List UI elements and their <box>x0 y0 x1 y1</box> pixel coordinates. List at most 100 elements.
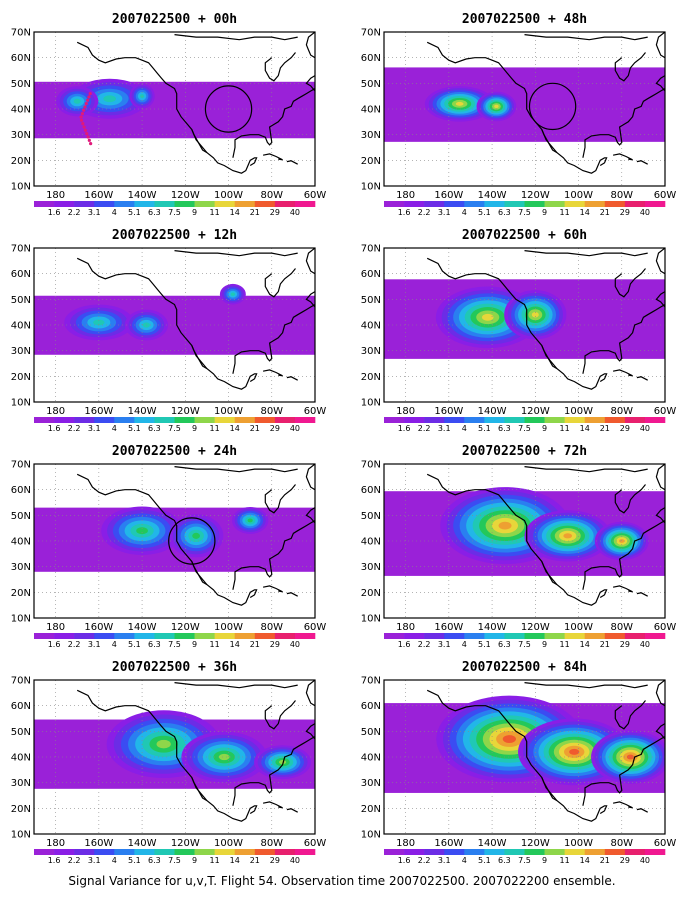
coastline <box>191 561 208 586</box>
map-panel: 2007022500 + 36h 10N 20N 30N 40N 50N 60N 70N 180… <box>11 660 327 865</box>
coastline <box>614 700 646 730</box>
colorbar-swatch <box>384 633 405 639</box>
map-panel: 2007022500 + 48h 10N 20N 30N 40N 50N 60N 70N 180… <box>361 12 677 217</box>
colorbar-swatch <box>624 201 646 207</box>
colorbar-swatch <box>604 633 626 639</box>
variance-contour <box>192 532 201 539</box>
lon-tick-label: 100W <box>214 838 243 849</box>
coastline <box>191 345 208 370</box>
coastline <box>541 345 558 370</box>
flight-track-point <box>89 142 93 146</box>
colorbar-label: 7.5 <box>518 208 531 217</box>
colorbar-label: 6.3 <box>148 424 161 433</box>
flight-track-point <box>85 132 89 136</box>
lat-tick-label: 30N <box>11 130 31 141</box>
coastline <box>655 723 665 740</box>
coastline <box>524 682 648 689</box>
verification-region-circle <box>528 82 577 131</box>
colorbar-label: 2.2 <box>418 856 431 865</box>
coastline <box>174 34 298 41</box>
colorbar-swatch <box>544 849 565 855</box>
colorbar-label: 29 <box>270 424 280 433</box>
colorbar-label: 11 <box>560 640 570 649</box>
map-frame <box>33 463 316 619</box>
lon-tick-label: 140W <box>128 190 157 201</box>
map-panel: 2007022500 + 00h 10N 20N 30N 40N 50N 60N 70N 180… <box>11 12 327 217</box>
colorbar-swatch <box>484 633 505 639</box>
lon-tick-label: 120W <box>521 406 550 417</box>
colorbar-swatch <box>624 417 646 423</box>
panel-title: 2007022500 + 48h <box>462 12 587 27</box>
lat-tick-label: 70N <box>11 244 31 255</box>
lat-tick-label: 40N <box>11 105 31 116</box>
coastline <box>655 248 665 275</box>
colorbar-swatch <box>294 633 316 639</box>
map-panel: 2007022500 + 24h 10N 20N 30N 40N 50N 60N 70N 180… <box>11 444 327 649</box>
colorbar-swatch <box>504 201 525 207</box>
coastline <box>655 291 665 308</box>
panel-title: 2007022500 + 24h <box>112 444 237 459</box>
lon-tick-label: 60W <box>654 190 677 201</box>
lon-tick-label: 160W <box>434 406 463 417</box>
colorbar-swatch <box>544 201 565 207</box>
colorbar-label: 3.1 <box>88 856 101 865</box>
lon-tick-label: 180 <box>46 622 65 633</box>
coastline <box>305 248 315 275</box>
panel-title: 2007022500 + 12h <box>112 228 237 243</box>
lon-tick-label: 100W <box>564 190 593 201</box>
lon-tick-label: 120W <box>171 622 200 633</box>
coastline <box>262 585 283 593</box>
colorbar-swatch <box>544 417 565 423</box>
colorbar-swatch <box>424 201 445 207</box>
colorbar-swatch <box>444 633 465 639</box>
colorbar-label: 2.2 <box>68 640 81 649</box>
flight-track-point <box>83 128 88 132</box>
colorbar-label: 40 <box>290 208 300 217</box>
variance-field <box>34 32 315 186</box>
lat-tick-label: 40N <box>11 753 31 764</box>
colorbar-swatch <box>424 849 445 855</box>
colorbar-swatch <box>54 633 75 639</box>
colorbar-label: 2.2 <box>68 208 81 217</box>
map-panel: 2007022500 + 60h 10N 20N 30N 40N 50N 60N 70N 180… <box>361 228 677 433</box>
colorbar-swatch <box>464 417 485 423</box>
lat-tick-label: 40N <box>11 537 31 548</box>
coastline <box>305 75 315 92</box>
colorbar-label: 4 <box>462 208 467 217</box>
colorbar-label: 11 <box>560 856 570 865</box>
colorbar-swatch <box>114 849 135 855</box>
coastline <box>614 52 646 82</box>
colorbar-label: 40 <box>290 424 300 433</box>
colorbar-swatch <box>504 417 525 423</box>
colorbar-label: 2.2 <box>68 856 81 865</box>
lat-tick-label: 10N <box>11 182 31 193</box>
coastline <box>636 592 648 597</box>
flight-track-point <box>82 125 86 129</box>
lat-tick-label: 50N <box>11 79 31 90</box>
coastline <box>524 250 648 257</box>
colorbar-swatch <box>294 201 316 207</box>
colorbar-label: 21 <box>600 856 610 865</box>
flight-track-point <box>80 112 85 116</box>
lon-tick-label: 80W <box>610 190 633 201</box>
coastline <box>612 801 633 809</box>
lon-tick-label: 80W <box>260 838 283 849</box>
colorbar-label: 11 <box>210 424 220 433</box>
lat-tick-label: 20N <box>11 372 31 383</box>
variance-contour <box>626 754 634 760</box>
lat-tick-label: 20N <box>11 156 31 167</box>
coastline <box>612 153 633 161</box>
colorbar-swatch <box>214 849 236 855</box>
colorbar-swatch <box>404 417 425 423</box>
coastline <box>76 689 258 822</box>
map-frame <box>33 31 316 187</box>
variance-field <box>34 248 315 402</box>
coastline <box>305 291 315 308</box>
colorbar-swatch <box>624 633 646 639</box>
colorbar-swatch <box>384 849 405 855</box>
colorbar-swatch <box>564 201 586 207</box>
coastline <box>262 801 283 809</box>
colorbar-swatch <box>274 633 296 639</box>
coastline <box>174 682 298 689</box>
